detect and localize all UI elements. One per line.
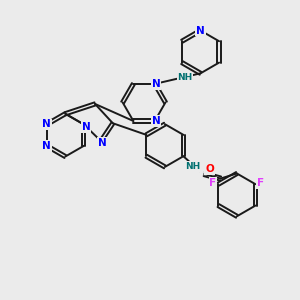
Text: N: N [152,116,161,126]
Text: F: F [257,178,264,188]
Text: N: N [82,122,91,132]
Text: NH: NH [177,73,193,82]
Text: NH: NH [185,162,201,171]
Text: N: N [42,119,51,129]
Text: N: N [196,26,205,35]
Text: F: F [209,178,217,188]
Text: N: N [98,138,107,148]
Text: O: O [205,164,214,174]
Text: N: N [42,141,51,151]
Text: N: N [152,79,161,89]
